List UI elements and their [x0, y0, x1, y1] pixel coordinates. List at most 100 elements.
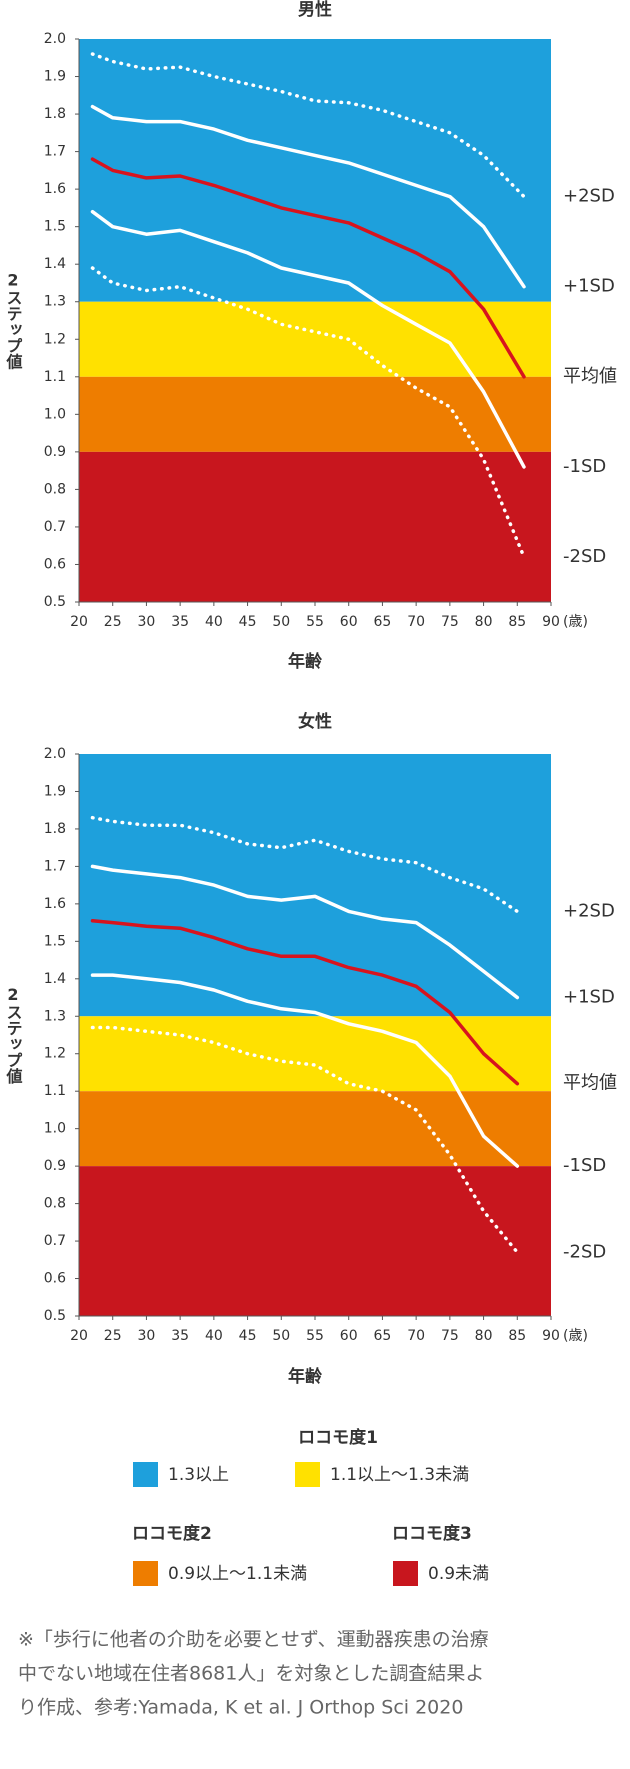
x-tick-label: 65 — [374, 614, 392, 630]
y-tick-label: 1.4 — [44, 256, 66, 272]
legend-swatch — [133, 1561, 158, 1586]
x-tick-label: 85 — [508, 614, 526, 630]
x-tick-label: 25 — [104, 1328, 122, 1344]
legend-label: 1.1以上〜1.3未満 — [330, 1465, 469, 1485]
y-tick-label: 0.8 — [44, 1196, 66, 1212]
series-line — [90, 52, 526, 199]
legend-label: 1.3以上 — [168, 1465, 229, 1485]
series-label: -2SD — [563, 546, 606, 567]
series-line — [90, 973, 520, 1168]
band — [79, 301, 551, 377]
x-tick-label: 90 — [542, 1328, 560, 1344]
series-label: -1SD — [563, 1155, 606, 1176]
series-label: +2SD — [563, 186, 615, 207]
y-tick-label: 1.4 — [44, 971, 66, 987]
x-tick-label: 70 — [407, 1328, 425, 1344]
x-tick-label: 25 — [104, 614, 122, 630]
footnote: り作成、参考:Yamada, K et al. J Orthop Sci 202… — [18, 1697, 463, 1719]
series-label: -1SD — [563, 456, 606, 477]
x-tick-label: 35 — [171, 1328, 189, 1344]
y-tick-label: 1.5 — [44, 933, 66, 949]
x-tick-label: 30 — [138, 1328, 156, 1344]
legend-swatch — [133, 1462, 158, 1487]
footnote: ※「歩行に他者の介助を必要とせず、運動器疾患の治療 — [18, 1629, 489, 1651]
x-tick-label: 85 — [508, 1328, 526, 1344]
series-line — [90, 1025, 520, 1255]
y-tick-label: 0.8 — [44, 481, 66, 497]
band — [79, 451, 551, 602]
y-tick-label: 2.0 — [44, 31, 66, 47]
y-tick-label: 0.9 — [44, 444, 66, 460]
y-tick-label: 1.3 — [44, 1008, 66, 1024]
x-tick-label: 65 — [374, 1328, 392, 1344]
x-tick-label: 50 — [272, 1328, 290, 1344]
y-tick-label: 1.9 — [44, 69, 66, 85]
x-tick-label: 60 — [340, 614, 358, 630]
x-tick-label: 70 — [407, 614, 425, 630]
x-tick-label: 80 — [475, 1328, 493, 1344]
x-tick-label: 45 — [239, 614, 257, 630]
y-tick-label: 1.2 — [44, 1046, 66, 1062]
y-tick-label: 0.6 — [44, 1271, 66, 1287]
series-label: 平均値 — [563, 1073, 617, 1094]
series-label: +1SD — [563, 276, 615, 297]
x-tick-label: 35 — [171, 614, 189, 630]
series-line — [90, 209, 526, 469]
band — [79, 1166, 551, 1316]
series-line — [90, 104, 526, 289]
x-tick-label: 55 — [306, 614, 324, 630]
y-tick-label: 1.7 — [44, 858, 66, 874]
y-tick-label: 2.0 — [44, 746, 66, 762]
y-tick-label: 1.0 — [44, 406, 66, 422]
x-tick-label: 40 — [205, 614, 223, 630]
band — [79, 39, 551, 302]
y-tick-label: 1.9 — [44, 783, 66, 799]
y-tick-label: 1.0 — [44, 1121, 66, 1137]
chart-title: 男性 — [298, 0, 332, 20]
x-tick-label: 60 — [340, 1328, 358, 1344]
x-tick-label: 20 — [70, 1328, 88, 1344]
legend-title: ロコモ度1 — [298, 1427, 378, 1448]
y-axis-label: 2ステップ値 — [4, 271, 24, 371]
series-label: -2SD — [563, 1241, 606, 1262]
x-unit: (歳) — [563, 1328, 588, 1344]
legend-swatch — [295, 1462, 320, 1487]
y-tick-label: 0.7 — [44, 1233, 66, 1249]
series-line — [90, 918, 520, 1086]
series-line — [90, 266, 526, 559]
x-axis-label: 年齢 — [288, 651, 323, 672]
y-tick-label: 0.6 — [44, 556, 66, 572]
x-tick-label: 20 — [70, 614, 88, 630]
legend-title: ロコモ度2 — [132, 1523, 212, 1544]
x-tick-label: 80 — [475, 614, 493, 630]
y-tick-label: 0.7 — [44, 519, 66, 535]
band — [79, 376, 551, 452]
y-tick-label: 0.5 — [44, 594, 66, 610]
series-label: 平均値 — [563, 366, 617, 387]
x-tick-label: 75 — [441, 1328, 459, 1344]
legend-label: 0.9以上〜1.1未満 — [168, 1564, 307, 1584]
y-tick-label: 1.5 — [44, 219, 66, 235]
y-tick-label: 1.8 — [44, 821, 66, 837]
x-axis-label: 年齢 — [288, 1366, 323, 1387]
band — [79, 1091, 551, 1167]
y-axis-label: 2ステップ値 — [4, 985, 24, 1085]
y-tick-label: 1.1 — [44, 369, 66, 385]
x-tick-label: 30 — [138, 614, 156, 630]
x-tick-label: 75 — [441, 614, 459, 630]
y-tick-label: 1.7 — [44, 144, 66, 160]
footnote: 中でない地域在住者8681人」を対象とした調査結果よ — [18, 1663, 484, 1685]
y-tick-label: 1.3 — [44, 294, 66, 310]
y-tick-label: 0.5 — [44, 1308, 66, 1324]
y-tick-label: 0.9 — [44, 1158, 66, 1174]
legend-swatch — [393, 1561, 418, 1586]
x-tick-label: 90 — [542, 614, 560, 630]
y-tick-label: 1.8 — [44, 106, 66, 122]
series-label: +2SD — [563, 900, 615, 921]
x-tick-label: 55 — [306, 1328, 324, 1344]
chart-title: 女性 — [298, 711, 332, 732]
legend-title: ロコモ度3 — [392, 1523, 472, 1544]
y-tick-label: 1.1 — [44, 1083, 66, 1099]
series-line — [90, 815, 520, 914]
